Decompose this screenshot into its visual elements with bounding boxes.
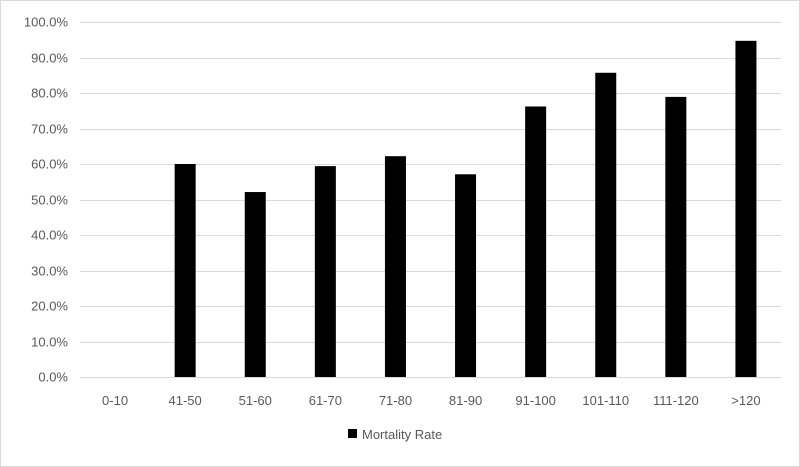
y-tick-label: 40.0% bbox=[31, 228, 68, 243]
y-tick-label: 60.0% bbox=[31, 157, 68, 172]
x-tick-label: 81-90 bbox=[449, 393, 482, 408]
y-tick-label: 80.0% bbox=[31, 86, 68, 101]
bar bbox=[314, 166, 336, 377]
bars bbox=[174, 40, 757, 378]
bar bbox=[595, 72, 617, 377]
y-tick-label: 70.0% bbox=[31, 122, 68, 137]
y-tick-label: 0.0% bbox=[38, 370, 68, 385]
bar bbox=[384, 156, 406, 377]
y-tick-label: 100.0% bbox=[24, 15, 69, 30]
x-tick-label: 41-50 bbox=[169, 393, 202, 408]
bar bbox=[735, 40, 757, 377]
y-tick-label: 30.0% bbox=[31, 264, 68, 279]
y-tick-label: 50.0% bbox=[31, 193, 68, 208]
x-tick-label: 111-120 bbox=[653, 393, 699, 408]
legend-label: Mortality Rate bbox=[362, 427, 442, 442]
bar bbox=[244, 192, 266, 377]
legend-swatch bbox=[348, 429, 357, 438]
y-tick-label: 20.0% bbox=[31, 299, 68, 314]
x-tick-label: 101-110 bbox=[582, 393, 629, 408]
bar bbox=[174, 164, 196, 377]
x-tick-label: 51-60 bbox=[239, 393, 272, 408]
x-tick-label: >120 bbox=[731, 393, 760, 408]
x-tick-label: 71-80 bbox=[379, 393, 412, 408]
y-axis-tick-labels: 0.0% 10.0% 20.0% 30.0% 40.0% 50.0% 60.0% 70.0% 8… bbox=[24, 15, 69, 385]
bar bbox=[665, 96, 687, 377]
legend: Mortality Rate bbox=[348, 427, 442, 442]
x-tick-label: 91-100 bbox=[515, 393, 555, 408]
bar bbox=[455, 174, 477, 377]
x-tick-label: 0-10 bbox=[102, 393, 128, 408]
gridlines bbox=[80, 22, 781, 378]
x-axis-tick-labels: 0-10 41-50 51-60 61-70 71-80 81-90 91-100 101-1… bbox=[102, 393, 761, 408]
y-tick-label: 10.0% bbox=[31, 335, 68, 350]
x-tick-label: 61-70 bbox=[309, 393, 342, 408]
bar bbox=[525, 106, 547, 378]
y-tick-label: 90.0% bbox=[31, 51, 68, 66]
